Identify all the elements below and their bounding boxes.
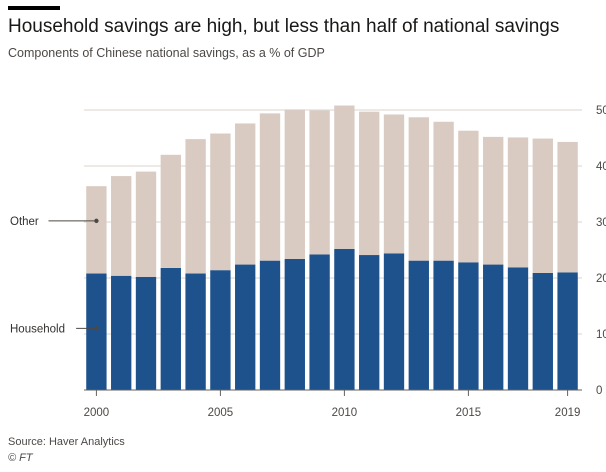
bar-household xyxy=(210,270,231,390)
bar-household xyxy=(433,260,454,390)
x-tick-label: 2010 xyxy=(332,407,358,419)
bar-other xyxy=(309,110,330,255)
legend-label-other: Other xyxy=(10,216,39,228)
bar-other xyxy=(86,186,107,274)
bar-household xyxy=(86,273,107,390)
legend-marker xyxy=(94,326,99,331)
bar-other xyxy=(359,111,380,256)
bar-household xyxy=(532,272,553,390)
legend-marker xyxy=(94,218,99,224)
bar-other xyxy=(532,138,553,273)
bar-household xyxy=(185,273,206,390)
ft-top-rule xyxy=(8,6,60,10)
bar-other xyxy=(135,171,157,277)
y-axis-ticks: 0 10 20 30 40 50 xyxy=(596,105,606,397)
bar-other xyxy=(235,123,256,265)
bar-household xyxy=(557,272,578,390)
bar-other xyxy=(185,139,206,274)
x-tick-label: 2019 xyxy=(555,407,581,419)
inline-legend: Other Household xyxy=(10,216,99,335)
bar-household xyxy=(235,264,256,390)
gridlines xyxy=(84,109,582,335)
y-tick-label: 40 xyxy=(596,161,606,173)
bar-other xyxy=(111,176,132,276)
bar-other xyxy=(483,136,504,265)
x-tick-label: 2000 xyxy=(84,407,110,419)
bar-other xyxy=(334,105,355,249)
ft-brand: © FT xyxy=(8,452,33,464)
bars xyxy=(86,105,578,390)
bar-other xyxy=(433,121,454,261)
chart-subtitle: Components of Chinese national savings, … xyxy=(8,46,325,60)
y-tick-label: 30 xyxy=(596,217,606,229)
bar-other xyxy=(557,141,578,273)
bar-household xyxy=(483,264,504,390)
bar-other xyxy=(408,117,429,261)
bar-other xyxy=(458,130,479,263)
bar-other xyxy=(259,113,281,261)
bar-household xyxy=(408,260,429,390)
bar-household xyxy=(383,253,405,390)
legend-label-household: Household xyxy=(10,323,65,335)
bar-household xyxy=(259,260,281,390)
bar-household xyxy=(359,255,380,390)
bar-other xyxy=(284,109,305,259)
bar-household xyxy=(507,267,529,390)
bar-household xyxy=(160,267,181,390)
chart-title: Household savings are high, but less tha… xyxy=(8,16,560,37)
y-tick-label: 0 xyxy=(596,385,602,397)
x-tick-label: 2015 xyxy=(456,407,482,419)
y-tick-label: 50 xyxy=(596,105,606,117)
x-axis: 2000 2005 2010 2015 2019 xyxy=(84,389,582,419)
y-tick-label: 20 xyxy=(596,273,606,285)
bar-other xyxy=(383,114,405,254)
bar-household xyxy=(284,258,305,390)
bar-household xyxy=(334,248,355,390)
x-tick-label: 2005 xyxy=(208,407,234,419)
bar-household xyxy=(135,276,157,390)
bar-other xyxy=(210,133,231,271)
source-note: Source: Haver Analytics xyxy=(8,436,125,448)
bar-other xyxy=(160,154,181,268)
bar-household xyxy=(309,254,330,390)
bar-other xyxy=(507,137,529,268)
y-tick-label: 10 xyxy=(596,329,606,341)
bar-household xyxy=(111,275,132,390)
bar-household xyxy=(458,262,479,390)
